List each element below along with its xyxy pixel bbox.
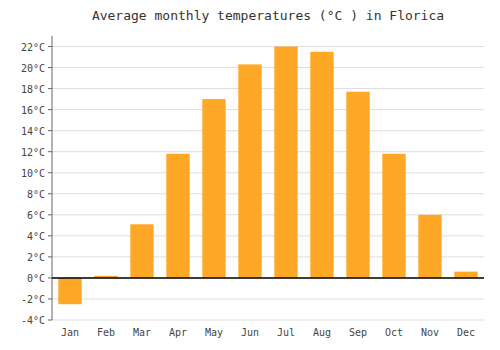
x-tick-label: Oct (385, 327, 403, 338)
y-tick (48, 130, 52, 131)
grid-line (52, 277, 484, 278)
y-tick (48, 88, 52, 89)
y-tick-label: 16°C (21, 105, 45, 116)
y-tick-label: 6°C (27, 210, 45, 221)
chart: Average monthly temperatures (°C ) in Fl… (0, 0, 500, 350)
zero-line (52, 277, 484, 279)
y-tick (48, 67, 52, 68)
title: Average monthly temperatures (°C ) in Fl… (92, 8, 444, 23)
x-tick-label: Aug (313, 327, 331, 338)
grid-line (52, 88, 484, 89)
y-tick-label: -2°C (21, 294, 45, 305)
y-tick (48, 193, 52, 194)
y-axis: -4°C -2°C 0°C 2°C 4°C 6°C 8°C 10°C 12°C 14°C 16°C 1… (21, 36, 52, 326)
x-axis: Jan Feb Mar Apr May Jun Jul Aug Sep Oct Nov Dec (61, 327, 475, 338)
x-tick-label: Apr (169, 327, 187, 338)
x-tick-label: Dec (457, 327, 475, 338)
y-tick-label: 8°C (27, 189, 45, 200)
bar (454, 272, 477, 278)
y-tick (48, 235, 52, 236)
x-tick-label: Sep (349, 327, 367, 338)
bar (58, 278, 81, 304)
bar (418, 215, 441, 278)
y-tick (48, 298, 52, 299)
bars (58, 47, 477, 305)
y-tick-label: 0°C (27, 273, 45, 284)
y-tick-label: -4°C (21, 315, 45, 326)
grid-line (52, 67, 484, 68)
y-tick (48, 214, 52, 215)
y-tick-label: 20°C (21, 63, 45, 74)
grid-line (52, 193, 484, 194)
x-tick-label: Nov (421, 327, 439, 338)
y-tick-label: 22°C (21, 42, 45, 53)
grid-line (52, 130, 484, 131)
bar (310, 52, 333, 278)
y-tick-label: 2°C (27, 252, 45, 263)
y-tick (48, 46, 52, 47)
bar (130, 224, 153, 278)
bar (202, 99, 225, 278)
y-tick-label: 12°C (21, 147, 45, 158)
x-tick-label: Jan (61, 327, 79, 338)
grid-line (52, 151, 484, 152)
bar (238, 64, 261, 278)
x-tick-label: Jun (241, 327, 259, 338)
y-tick (48, 256, 52, 257)
grid-line (52, 109, 484, 110)
y-tick (48, 320, 52, 321)
x-tick-label: Feb (97, 327, 115, 338)
grid-line (52, 172, 484, 173)
grid-line (52, 298, 484, 299)
bar (382, 154, 405, 278)
y-tick (48, 277, 52, 278)
y-tick-label: 14°C (21, 126, 45, 137)
y-tick-label: 10°C (21, 168, 45, 179)
y-tick (48, 151, 52, 152)
grid-line (52, 46, 484, 47)
x-tick-label: May (205, 327, 223, 338)
x-tick-label: Mar (133, 327, 151, 338)
grid (52, 47, 484, 320)
bar (274, 47, 297, 278)
grid-line (52, 320, 484, 321)
x-tick-label: Jul (277, 327, 295, 338)
y-tick-label: 4°C (27, 231, 45, 242)
y-tick (48, 109, 52, 110)
bar (346, 92, 369, 278)
bar (166, 154, 189, 278)
y-tick-label: 18°C (21, 84, 45, 95)
y-tick (48, 172, 52, 173)
